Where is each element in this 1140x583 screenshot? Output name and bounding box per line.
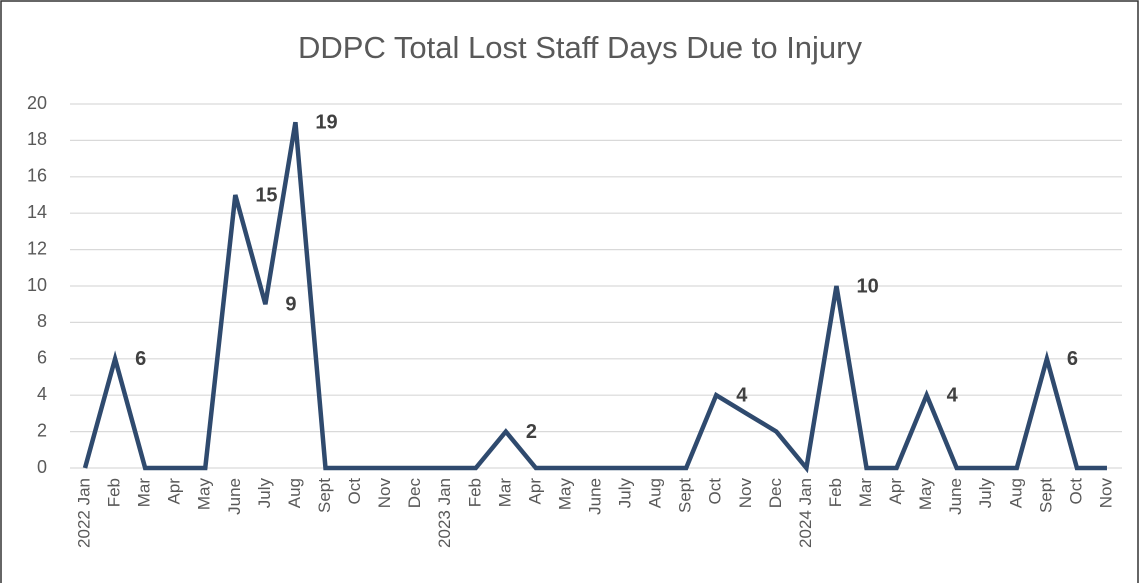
y-tick-label: 8 <box>37 311 47 331</box>
y-tick-label: 12 <box>27 238 47 258</box>
x-tick-label: Apr <box>525 478 544 505</box>
x-tick-label: 2022 Jan <box>75 478 94 548</box>
x-tick-label: Feb <box>105 478 124 507</box>
y-tick-label: 6 <box>37 348 47 368</box>
x-tick-label: May <box>555 478 574 511</box>
x-tick-label: June <box>225 478 244 515</box>
x-tick-label: Aug <box>1006 478 1025 508</box>
y-tick-label: 4 <box>37 384 47 404</box>
x-tick-label: Oct <box>706 478 725 505</box>
x-tick-label: Sept <box>1036 478 1055 513</box>
data-label: 10 <box>856 275 878 297</box>
x-tick-label: Dec <box>405 478 424 509</box>
x-tick-label: Feb <box>465 478 484 507</box>
x-tick-label: Mar <box>135 478 154 508</box>
y-tick-label: 20 <box>27 93 47 113</box>
y-tick-label: 10 <box>27 275 47 295</box>
y-tick-label: 16 <box>27 166 47 186</box>
y-tick-label: 14 <box>27 202 47 222</box>
x-tick-label: Aug <box>285 478 304 508</box>
data-label: 9 <box>285 293 296 315</box>
x-tick-label: May <box>916 478 935 511</box>
x-tick-label: Nov <box>375 478 394 509</box>
x-tick-label: July <box>616 478 635 509</box>
x-tick-label: Nov <box>1096 478 1115 509</box>
data-label: 6 <box>135 348 146 370</box>
data-label: 2 <box>526 421 537 443</box>
data-label: 6 <box>1067 348 1078 370</box>
x-tick-label: June <box>946 478 965 515</box>
x-tick-label: Mar <box>856 478 875 508</box>
x-tick-label: May <box>195 478 214 511</box>
data-label: 4 <box>736 384 748 406</box>
x-tick-label: Apr <box>165 478 184 505</box>
x-tick-label: July <box>976 478 995 509</box>
x-tick-label: Apr <box>886 478 905 505</box>
data-label: 15 <box>255 184 277 206</box>
x-tick-label: Mar <box>495 478 514 508</box>
x-tick-label: June <box>585 478 604 515</box>
x-tick-label: July <box>255 478 274 509</box>
data-label: 4 <box>947 384 959 406</box>
y-tick-label: 0 <box>37 457 47 477</box>
x-tick-label: Sept <box>315 478 334 513</box>
line-series <box>82 121 1107 474</box>
x-tick-label: Oct <box>1066 478 1085 505</box>
x-tick-label: Oct <box>345 478 364 505</box>
x-tick-label: Dec <box>766 478 785 509</box>
y-tick-label: 2 <box>37 420 47 440</box>
x-tick-label: 2023 Jan <box>435 478 454 548</box>
data-label: 19 <box>315 111 337 133</box>
x-tick-label: 2024 Jan <box>796 478 815 548</box>
x-tick-label: Sept <box>676 478 695 513</box>
x-tick-label: Aug <box>646 478 665 508</box>
x-tick-label: Feb <box>826 478 845 507</box>
chart-title: DDPC Total Lost Staff Days Due to Injury <box>298 30 862 65</box>
y-tick-label: 18 <box>27 129 47 149</box>
x-tick-label: Nov <box>736 478 755 509</box>
